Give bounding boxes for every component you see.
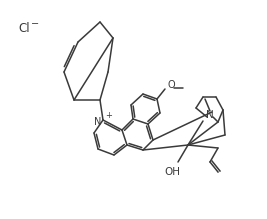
Text: Cl: Cl [18,21,30,35]
Text: O: O [168,80,176,90]
Text: N: N [94,117,101,127]
Text: −: − [31,19,39,29]
Text: +: + [105,111,112,120]
Text: N: N [206,110,214,120]
Text: OH: OH [164,167,180,177]
